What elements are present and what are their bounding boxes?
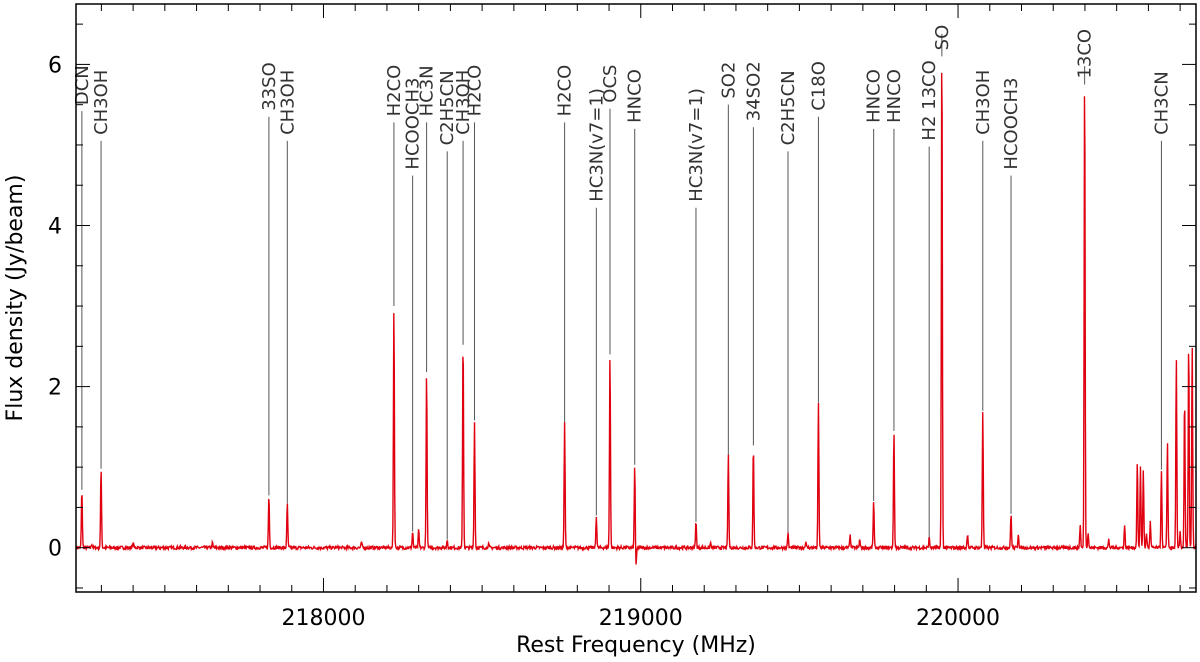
axis-ticks: 218000 219000 220000 0 2 4 6 xyxy=(48,4,1196,631)
line-label: H2CO xyxy=(465,65,486,117)
line-marker-group xyxy=(81,33,1162,540)
line-label: H2 13CO xyxy=(919,60,940,140)
line-label: HC3N(v7=1) xyxy=(586,88,607,202)
line-label: C2H5CN xyxy=(437,70,458,145)
plot-frame xyxy=(75,3,1197,593)
line-label: DCN xyxy=(72,65,93,105)
line-label: 33SO xyxy=(259,62,280,111)
line-label: HC3N xyxy=(417,65,438,116)
spectrum-trace xyxy=(75,72,1197,565)
line-label: CH3OH xyxy=(91,70,112,135)
line-label: C2H5CN xyxy=(778,70,799,145)
y-tick-label: 0 xyxy=(48,537,62,562)
line-label: HCOOCH3 xyxy=(1001,78,1022,170)
line-label: HNCO xyxy=(864,69,885,123)
x-tick-label: 218000 xyxy=(281,606,365,631)
y-tick-label: 4 xyxy=(48,215,62,240)
line-label: C18O xyxy=(808,61,829,111)
line-label: H2CO xyxy=(555,65,576,117)
line-label: HNCO xyxy=(884,69,905,123)
line-label: HC3N(v7=1) xyxy=(686,88,707,202)
x-tick-label: 219000 xyxy=(599,606,683,631)
y-tick-label: 6 xyxy=(48,53,62,78)
line-label: CH3OH xyxy=(453,70,474,135)
line-label: SO xyxy=(932,25,953,51)
line-label: H2CO xyxy=(384,65,405,117)
line-label: HCOOCH3 xyxy=(403,78,424,170)
x-tick-label: 220000 xyxy=(916,606,1000,631)
x-axis-label: Rest Frequency (MHz) xyxy=(516,633,756,658)
line-label: SO2 xyxy=(718,62,739,99)
line-label: HNCO xyxy=(625,69,646,123)
line-label: 34SO2 xyxy=(743,61,764,121)
line-label: CH3OH xyxy=(277,70,298,135)
line-label: 13CO xyxy=(1075,29,1096,79)
line-label: CH3CN xyxy=(1151,71,1172,135)
y-axis-label: Flux density (Jy/beam) xyxy=(3,175,28,422)
y-tick-label: 2 xyxy=(48,376,62,401)
line-label: CH3OH xyxy=(973,70,994,135)
line-label: OCS xyxy=(600,65,621,103)
